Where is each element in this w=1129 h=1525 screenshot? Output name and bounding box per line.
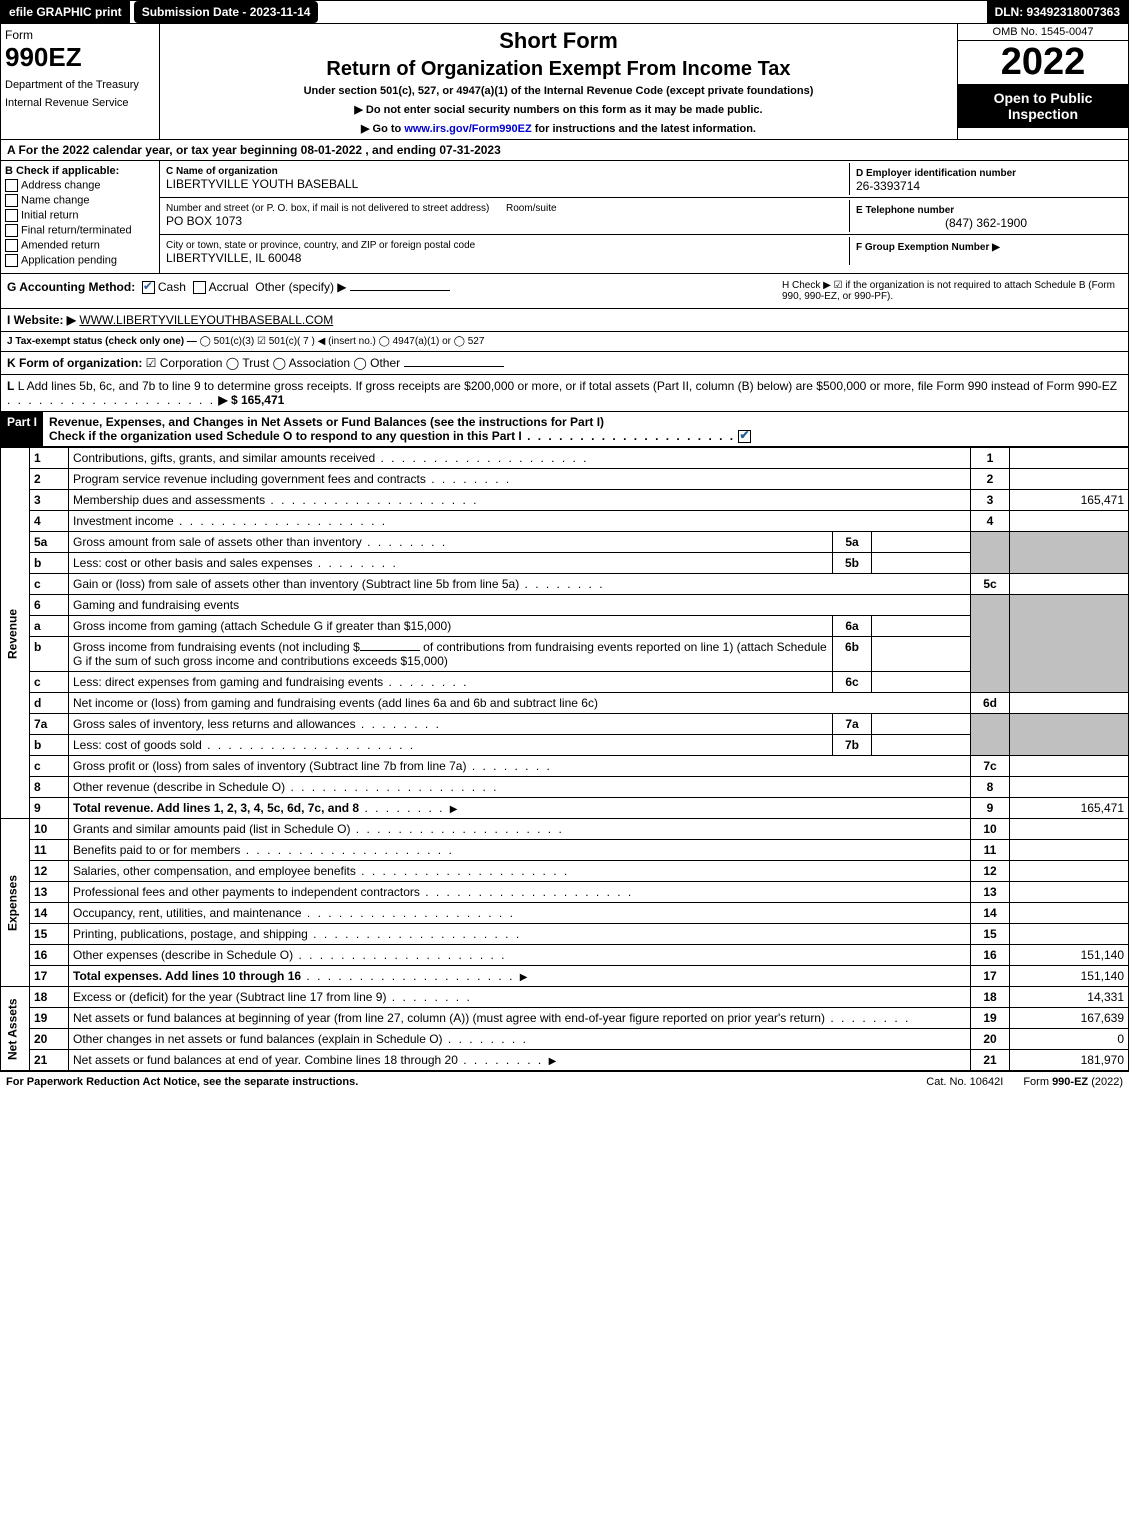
section-h: H Check ▶ ☑ if the organization is not r…: [782, 280, 1122, 302]
chk-name-change[interactable]: Name change: [5, 194, 155, 207]
line13-value: [1010, 882, 1129, 903]
section-c-label: C Name of organization: [166, 166, 278, 177]
omb-number: OMB No. 1545-0047: [958, 24, 1128, 41]
line5b-value: [872, 553, 971, 574]
irs-link[interactable]: www.irs.gov/Form990EZ: [404, 123, 531, 135]
form-ref: Form 990-EZ (2022): [1023, 1076, 1123, 1088]
phone-value: (847) 362-1900: [856, 216, 1116, 230]
line16-value: 151,140: [1010, 945, 1129, 966]
org-address: PO BOX 1073: [166, 214, 242, 228]
room-label: Room/suite: [506, 203, 557, 214]
paperwork-notice: For Paperwork Reduction Act Notice, see …: [6, 1076, 906, 1088]
line7b-value: [872, 735, 971, 756]
section-e-label: E Telephone number: [856, 205, 954, 216]
revenue-side-label: Revenue: [1, 448, 30, 819]
line12-value: [1010, 861, 1129, 882]
org-name: LIBERTYVILLE YOUTH BASEBALL: [166, 177, 358, 191]
chk-amended-return[interactable]: Amended return: [5, 239, 155, 252]
form-label: Form: [5, 28, 155, 42]
section-b-title: B Check if applicable:: [5, 165, 155, 177]
under-section: Under section 501(c), 527, or 4947(a)(1)…: [164, 85, 953, 97]
part1-label: Part I: [1, 412, 43, 446]
section-i: I Website: ▶ WWW.LIBERTYVILLEYOUTHBASEBA…: [0, 309, 1129, 332]
line7a-value: [872, 714, 971, 735]
line10-value: [1010, 819, 1129, 840]
chk-schedule-o[interactable]: [738, 430, 751, 443]
no-ssn-note: ▶ Do not enter social security numbers o…: [164, 103, 953, 116]
section-l: L L Add lines 5b, 6c, and 7b to line 9 t…: [0, 375, 1129, 412]
section-d-label: D Employer identification number: [856, 168, 1016, 179]
line15-value: [1010, 924, 1129, 945]
dln-label: DLN: 93492318007363: [987, 1, 1128, 23]
form-header: Form 990EZ Department of the Treasury In…: [0, 24, 1129, 140]
submission-date: Submission Date - 2023-11-14: [134, 1, 319, 23]
section-g-label: G Accounting Method:: [7, 280, 135, 294]
city-label: City or town, state or province, country…: [166, 240, 475, 251]
line6c-value: [872, 672, 971, 693]
line6a-value: [872, 616, 971, 637]
line17-value: 151,140: [1010, 966, 1129, 987]
dept-irs: Internal Revenue Service: [5, 97, 155, 109]
section-j: J Tax-exempt status (check only one) — ◯…: [0, 332, 1129, 352]
line21-value: 181,970: [1010, 1050, 1129, 1071]
line3-value: 165,471: [1010, 490, 1129, 511]
header-mid: Short Form Return of Organization Exempt…: [160, 24, 957, 139]
chk-initial-return[interactable]: Initial return: [5, 209, 155, 222]
line11-value: [1010, 840, 1129, 861]
chk-cash[interactable]: [142, 281, 155, 294]
part1-header-row: Part I Revenue, Expenses, and Changes in…: [0, 412, 1129, 447]
efile-print-label[interactable]: efile GRAPHIC print: [1, 1, 130, 23]
section-k: K Form of organization: ☑ Corporation ◯ …: [0, 352, 1129, 375]
part1-check-o: Check if the organization used Schedule …: [49, 427, 754, 445]
section-f-label: F Group Exemption Number ▶: [856, 242, 1000, 253]
info-grid: B Check if applicable: Address change Na…: [0, 161, 1129, 274]
header-right: OMB No. 1545-0047 2022 Open to Public In…: [957, 24, 1128, 139]
line9-value: 165,471: [1010, 798, 1129, 819]
website-value[interactable]: WWW.LIBERTYVILLEYOUTHBASEBALL.COM: [79, 313, 333, 327]
chk-final-return[interactable]: Final return/terminated: [5, 224, 155, 237]
section-b: B Check if applicable: Address change Na…: [1, 161, 160, 273]
gross-receipts-amount: ▶ $ 165,471: [218, 393, 284, 407]
line4-value: [1010, 511, 1129, 532]
line6b-value: [872, 637, 971, 672]
expenses-side-label: Expenses: [1, 819, 30, 987]
line20-value: 0: [1010, 1029, 1129, 1050]
dept-treasury: Department of the Treasury: [5, 79, 155, 91]
line18-value: 14,331: [1010, 987, 1129, 1008]
short-form-title: Short Form: [164, 28, 953, 54]
page-footer: For Paperwork Reduction Act Notice, see …: [0, 1071, 1129, 1092]
line6d-value: [1010, 693, 1129, 714]
line2-value: [1010, 469, 1129, 490]
goto-instructions: ▶ Go to www.irs.gov/Form990EZ for instru…: [164, 122, 953, 135]
return-title: Return of Organization Exempt From Incom…: [164, 58, 953, 81]
line5c-value: [1010, 574, 1129, 595]
section-cdef: C Name of organization LIBERTYVILLE YOUT…: [160, 161, 1128, 273]
row-gh: G Accounting Method: Cash Accrual Other …: [0, 274, 1129, 309]
open-public-badge: Open to Public Inspection: [958, 84, 1128, 128]
tax-year: 2022: [958, 41, 1128, 84]
line8-value: [1010, 777, 1129, 798]
line14-value: [1010, 903, 1129, 924]
part1-lines-table: Revenue 1 Contributions, gifts, grants, …: [0, 447, 1129, 1071]
ein-value: 26-3393714: [856, 179, 920, 193]
chk-accrual[interactable]: [193, 281, 206, 294]
other-specify-input[interactable]: [350, 290, 450, 291]
section-a-tax-year: A For the 2022 calendar year, or tax yea…: [0, 140, 1129, 161]
chk-application-pending[interactable]: Application pending: [5, 254, 155, 267]
line5a-value: [872, 532, 971, 553]
chk-address-change[interactable]: Address change: [5, 179, 155, 192]
header-left: Form 990EZ Department of the Treasury In…: [1, 24, 160, 139]
line7c-value: [1010, 756, 1129, 777]
line1-value: [1010, 448, 1129, 469]
org-city: LIBERTYVILLE, IL 60048: [166, 251, 301, 265]
line19-value: 167,639: [1010, 1008, 1129, 1029]
top-bar: efile GRAPHIC print Submission Date - 20…: [0, 0, 1129, 24]
form-number: 990EZ: [5, 42, 155, 73]
addr-label: Number and street (or P. O. box, if mail…: [166, 203, 489, 214]
cat-no: Cat. No. 10642I: [906, 1076, 1023, 1088]
netassets-side-label: Net Assets: [1, 987, 30, 1071]
